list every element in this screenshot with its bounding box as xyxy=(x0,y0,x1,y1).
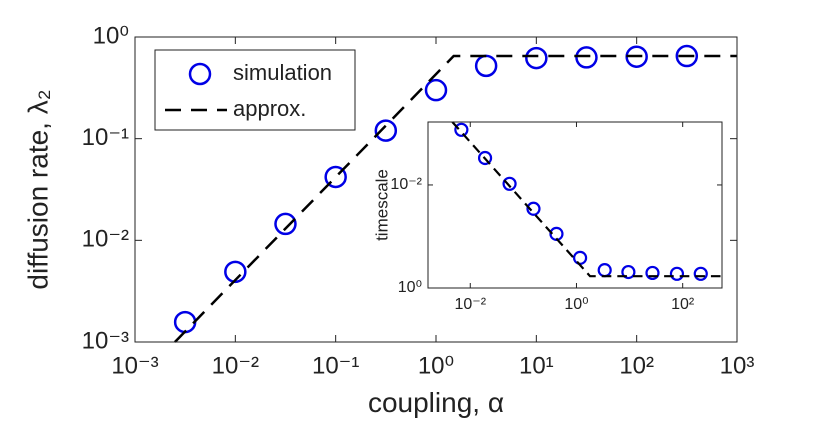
marker xyxy=(424,78,448,102)
legend-label: approx. xyxy=(233,96,306,121)
legend-marker xyxy=(188,62,212,86)
line xyxy=(174,54,737,343)
x-tick-label: 10⁰ xyxy=(418,353,454,380)
y-tick-label: 10⁻³ xyxy=(82,327,129,354)
x-tick-label: 10⁻³ xyxy=(111,353,158,380)
x-tick-label: 10⁻¹ xyxy=(312,353,359,380)
x-tick-label: 10² xyxy=(671,296,695,313)
y-tick-label: 10⁻² xyxy=(390,176,422,193)
x-tick-label: 10⁻² xyxy=(212,353,259,380)
plot-area xyxy=(428,122,722,288)
marker xyxy=(454,122,469,137)
x-tick-label: 10² xyxy=(619,353,654,380)
y-tick-label: 10⁻² xyxy=(82,226,129,253)
legend-box xyxy=(154,49,356,131)
x-tick-label: 10³ xyxy=(720,353,755,380)
legend: simulation approx. xyxy=(154,49,356,131)
marker xyxy=(324,165,347,189)
marker xyxy=(575,46,598,69)
marker xyxy=(669,266,685,281)
y-tick-label: 10⁻¹ xyxy=(82,124,129,151)
legend-label: simulation xyxy=(233,60,332,85)
x-tick-label: 10¹ xyxy=(519,353,554,380)
y-tick-label: 10⁰ xyxy=(93,22,129,49)
marker xyxy=(621,264,636,280)
marker xyxy=(693,266,708,281)
plot-frame xyxy=(427,121,723,289)
x-axis-label: coupling, α xyxy=(368,387,504,418)
y-tick-label: 10⁰ xyxy=(398,279,422,296)
marker xyxy=(374,119,398,142)
marker xyxy=(675,44,699,68)
line xyxy=(451,121,722,278)
x-tick-label: 10⁻² xyxy=(454,296,486,313)
marker xyxy=(525,46,548,70)
marker xyxy=(645,265,660,281)
y-axis-label: diffusion rate, λ₂ xyxy=(22,89,53,289)
marker xyxy=(274,212,297,236)
plot-frame xyxy=(134,36,738,343)
y-axis-label: timescale xyxy=(373,169,392,241)
x-tick-label: 10⁰ xyxy=(564,296,588,313)
marker xyxy=(477,150,493,166)
marker xyxy=(526,201,541,216)
marker xyxy=(502,176,517,191)
marker xyxy=(224,260,247,284)
